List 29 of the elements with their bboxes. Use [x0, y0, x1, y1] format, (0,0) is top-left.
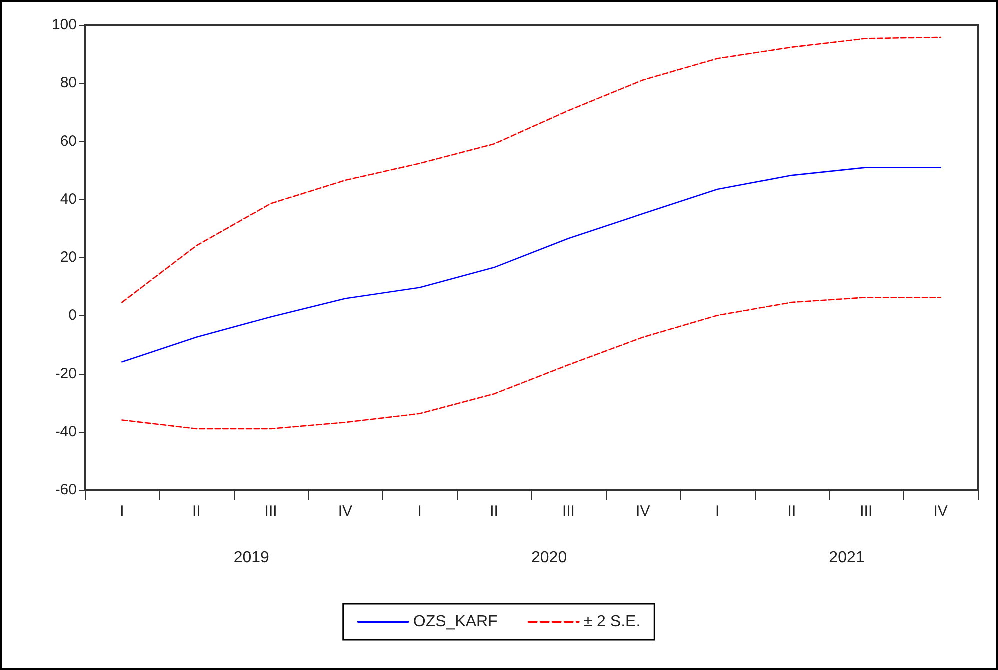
x-tick-label: III: [264, 503, 278, 520]
legend-label: ± 2 S.E.: [584, 614, 641, 630]
x-tick-label: I: [418, 503, 422, 520]
y-tick-label: 80: [60, 74, 77, 92]
text: 2020: [532, 550, 568, 566]
x-tick-label: II: [192, 503, 201, 520]
x-tick-label: IV: [338, 503, 353, 520]
line-series: [122, 167, 942, 363]
y-tick-label: 40: [60, 190, 77, 208]
y-tick-label: 20: [60, 249, 77, 266]
y-tick-label: 60: [60, 132, 77, 150]
x-tick-label: II: [490, 503, 498, 520]
text: 2019: [234, 550, 270, 566]
y-tick-label: -60: [55, 482, 77, 498]
x-tick-label: IV: [636, 503, 650, 520]
y-tick-label: -40: [55, 423, 77, 440]
line-series: [122, 296, 942, 430]
y-tick-label: -20: [55, 365, 77, 382]
text: 2021: [829, 550, 865, 566]
x-tick-label: II: [788, 503, 796, 520]
x-tick-label: I: [715, 503, 720, 520]
x-tick-label: III: [562, 503, 575, 520]
y-tick-label: 100: [52, 16, 77, 34]
legend-label: OZS_KARF: [413, 614, 498, 630]
x-tick-label: I: [120, 503, 124, 520]
x-tick-label: IV: [934, 503, 948, 520]
line-series: [122, 36, 942, 304]
y-tick-label: 0: [68, 307, 77, 324]
x-tick-label: III: [860, 503, 873, 520]
